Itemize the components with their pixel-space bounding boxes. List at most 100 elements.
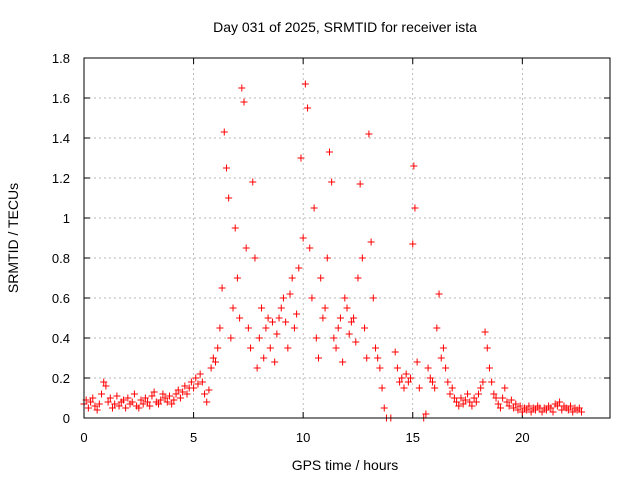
data-point xyxy=(499,394,507,402)
data-point xyxy=(124,394,132,402)
data-point xyxy=(323,254,331,262)
data-point xyxy=(330,334,338,342)
data-point xyxy=(310,204,318,212)
data-point xyxy=(415,384,423,392)
data-point xyxy=(494,400,502,408)
data-point xyxy=(222,164,230,172)
data-point xyxy=(393,364,401,372)
data-point xyxy=(523,406,531,414)
data-point xyxy=(404,378,412,386)
data-point xyxy=(433,324,441,332)
data-point xyxy=(505,402,513,410)
data-point xyxy=(352,338,360,346)
data-point xyxy=(503,398,511,406)
data-point xyxy=(321,304,329,312)
data-point xyxy=(501,384,509,392)
data-point xyxy=(549,408,557,416)
data-point xyxy=(238,84,246,92)
data-point xyxy=(144,398,152,406)
data-point xyxy=(475,390,482,398)
data-point xyxy=(170,396,178,404)
data-point xyxy=(89,394,97,402)
data-point xyxy=(214,344,222,352)
data-point xyxy=(531,406,539,414)
data-point xyxy=(361,324,369,332)
data-point xyxy=(542,406,550,414)
data-point xyxy=(578,408,586,416)
data-point xyxy=(575,404,583,412)
data-point xyxy=(380,404,388,412)
data-point xyxy=(371,344,379,352)
data-point xyxy=(444,378,452,386)
data-point xyxy=(260,354,268,362)
data-point xyxy=(556,398,564,406)
data-point xyxy=(490,390,498,398)
data-point xyxy=(306,244,314,252)
data-point xyxy=(236,314,244,322)
data-point xyxy=(176,394,184,402)
data-point xyxy=(264,314,272,322)
y-tick-label: 0.2 xyxy=(52,371,70,386)
data-point xyxy=(336,314,344,322)
x-axis-label: GPS time / hours xyxy=(292,457,399,473)
data-point xyxy=(139,400,147,408)
data-point xyxy=(282,318,290,326)
data-points xyxy=(80,80,586,422)
data-point xyxy=(325,148,333,156)
data-point xyxy=(196,370,204,378)
data-point xyxy=(98,390,106,398)
data-point xyxy=(84,404,92,412)
data-point xyxy=(122,404,130,412)
data-point xyxy=(378,384,386,392)
data-point xyxy=(527,408,535,416)
data-point xyxy=(409,240,417,248)
data-point xyxy=(111,400,119,408)
data-point xyxy=(163,398,171,406)
data-point xyxy=(468,402,476,410)
data-point xyxy=(496,404,504,412)
x-tick-label: 20 xyxy=(515,430,529,445)
data-point xyxy=(407,374,415,382)
data-point xyxy=(218,284,226,292)
data-point xyxy=(558,406,566,414)
data-point xyxy=(181,382,189,390)
data-point xyxy=(207,364,215,372)
data-point xyxy=(507,396,515,404)
data-point xyxy=(398,374,406,382)
data-point xyxy=(244,324,252,332)
data-point xyxy=(334,324,342,332)
data-point xyxy=(279,294,287,302)
data-point xyxy=(130,390,138,398)
data-point xyxy=(174,386,182,394)
data-point xyxy=(410,162,418,170)
data-point xyxy=(141,394,149,402)
y-tick-label: 1.4 xyxy=(52,131,70,146)
data-point xyxy=(102,382,110,390)
data-point xyxy=(464,390,472,398)
x-tick-label: 5 xyxy=(190,430,197,445)
data-point xyxy=(367,238,375,246)
data-point xyxy=(391,348,399,356)
data-point xyxy=(446,390,454,398)
data-point xyxy=(168,400,176,408)
data-point xyxy=(104,398,112,406)
data-point xyxy=(137,396,145,404)
data-point xyxy=(343,304,351,312)
data-point xyxy=(198,378,206,386)
data-point xyxy=(369,294,377,302)
chart-title: Day 031 of 2025, SRMTID for receiver ist… xyxy=(213,19,477,35)
data-point xyxy=(453,398,461,406)
data-point xyxy=(356,180,364,188)
data-point xyxy=(106,394,114,402)
data-point xyxy=(470,394,478,402)
data-point xyxy=(87,398,95,406)
data-point xyxy=(439,344,447,352)
data-point xyxy=(488,378,496,386)
x-tick-label: 15 xyxy=(406,430,420,445)
data-point xyxy=(328,178,336,186)
y-axis-label: SRMTID / TECUs xyxy=(5,183,21,293)
data-point xyxy=(194,380,202,388)
x-tick-label: 10 xyxy=(296,430,310,445)
data-point xyxy=(455,402,463,410)
data-point xyxy=(510,404,518,412)
